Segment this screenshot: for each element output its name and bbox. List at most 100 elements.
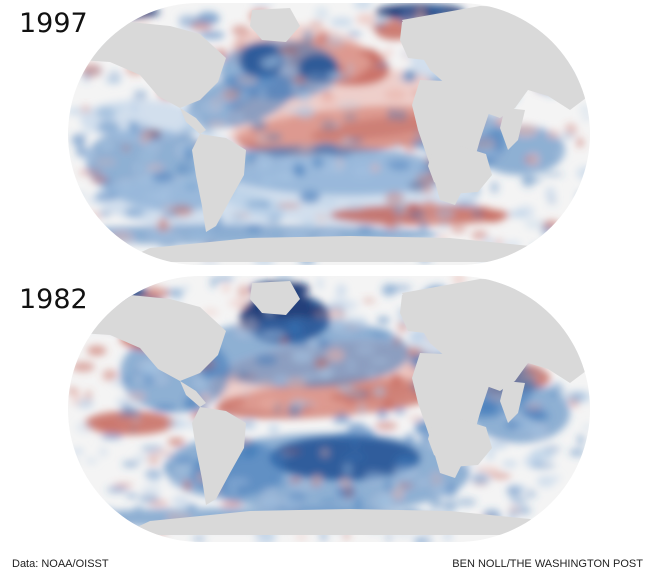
anomaly-speckle — [230, 212, 245, 224]
anomaly-speckle — [435, 485, 453, 493]
anomaly-speckle — [355, 344, 376, 356]
anomaly-speckle — [387, 484, 401, 492]
anomaly-speckle — [162, 461, 171, 473]
anomaly-speckle — [576, 498, 587, 510]
anomaly-speckle — [339, 311, 346, 316]
anomaly-speckle — [129, 98, 137, 104]
anomaly-speckle — [337, 101, 362, 111]
anomaly-speckle — [378, 153, 391, 161]
anomaly-speckle — [456, 498, 477, 507]
anomaly-speckle — [227, 100, 241, 111]
anomaly-speckle — [103, 111, 114, 121]
anomaly-speckle — [576, 137, 584, 148]
anomaly-speckle — [545, 186, 556, 200]
anomaly-speckle — [556, 148, 565, 159]
anomaly-speckle — [229, 486, 237, 494]
anomaly-speckle — [95, 158, 116, 166]
anomaly-speckle — [526, 167, 538, 173]
anomaly-speckle — [320, 447, 330, 458]
anomaly-speckle — [317, 277, 324, 290]
anomaly-speckle — [544, 250, 558, 255]
anomaly-speckle — [331, 316, 345, 327]
anomaly-speckle — [342, 113, 357, 122]
anomaly-speckle — [524, 489, 537, 499]
anomaly-speckle — [147, 164, 164, 172]
anomaly-speckle — [207, 121, 228, 127]
anomaly-speckle — [112, 380, 126, 386]
anomaly-speckle — [111, 253, 119, 259]
anomaly-speckle — [383, 159, 393, 164]
anomaly-speckle — [280, 336, 289, 344]
anomaly-speckle — [531, 462, 556, 469]
anomaly-speckle — [176, 466, 194, 474]
anomaly-speckle — [541, 172, 564, 177]
anomaly-speckle — [177, 507, 185, 518]
anomaly-speckle — [577, 434, 584, 447]
anomaly-speckle — [393, 336, 402, 346]
central-america-land — [180, 108, 206, 134]
india-land — [500, 381, 525, 423]
anomaly-speckle — [578, 255, 590, 265]
anomaly-speckle — [201, 123, 213, 135]
anomaly-speckle — [373, 386, 386, 397]
anomaly-speckle — [148, 287, 170, 299]
africa-land — [412, 80, 490, 205]
anomaly-speckle — [549, 382, 564, 397]
greenland-land — [250, 8, 300, 42]
anomaly-speckle — [68, 107, 84, 116]
anomaly-speckle — [182, 285, 190, 291]
anomaly-speckle — [559, 316, 570, 324]
anomaly-speckle — [477, 206, 490, 214]
anomaly-speckle — [236, 321, 260, 332]
anomaly-speckle — [196, 377, 204, 389]
anomaly-speckle — [370, 358, 389, 364]
anomaly-speckle — [343, 454, 366, 460]
anomaly-speckle — [319, 498, 339, 504]
anomaly-speckle — [323, 90, 331, 98]
anomaly-speckle — [406, 202, 421, 212]
anomaly-speckle — [501, 460, 518, 467]
anomaly-speckle — [192, 536, 206, 542]
anomaly-speckle — [518, 276, 525, 287]
anomaly-speckle — [340, 326, 353, 337]
anomaly-speckle — [273, 374, 290, 387]
anomaly-speckle — [184, 146, 194, 161]
anomaly-speckle — [267, 147, 291, 159]
sst-anomaly-map-1982 — [68, 276, 590, 542]
anomaly-speckle — [176, 219, 183, 225]
anomaly-speckle — [318, 365, 333, 380]
anomaly-speckle — [282, 449, 302, 455]
anomaly-speckle — [97, 210, 112, 217]
anomaly-speckle — [567, 222, 586, 229]
anomaly-speckle — [267, 214, 282, 226]
land-layer — [68, 279, 590, 535]
anomaly-speckle — [488, 473, 512, 479]
anomaly-speckle — [576, 166, 590, 181]
anomaly-speckle — [377, 409, 388, 419]
australia-land — [428, 146, 492, 194]
anomaly-speckle — [490, 181, 499, 194]
anomaly-speckle — [309, 20, 324, 28]
anomaly-speckle — [370, 328, 393, 338]
anomaly-speckle — [540, 294, 557, 301]
anomaly-speckle — [209, 276, 218, 289]
anomaly-speckle — [146, 452, 161, 466]
anomaly-speckle — [122, 144, 131, 152]
anomaly-speckle — [368, 370, 376, 379]
central-america-land — [180, 381, 206, 407]
anomaly-speckle — [374, 13, 390, 25]
anomaly-speckle — [231, 25, 250, 37]
anomaly-speckle — [265, 132, 283, 143]
anomaly-speckle — [277, 65, 301, 72]
anomaly-speckle — [345, 391, 363, 397]
anomaly-speckle — [141, 485, 162, 494]
anomaly-speckle — [130, 427, 137, 433]
anomaly-speckle — [157, 190, 171, 202]
anomaly-speckle — [328, 109, 347, 119]
anomaly-speckle — [140, 150, 155, 163]
anomaly-speckle — [233, 113, 244, 123]
anomaly-speckle — [396, 108, 407, 122]
asia-land — [402, 6, 590, 118]
anomaly-speckle — [156, 450, 175, 456]
anomaly-speckle — [547, 25, 555, 30]
